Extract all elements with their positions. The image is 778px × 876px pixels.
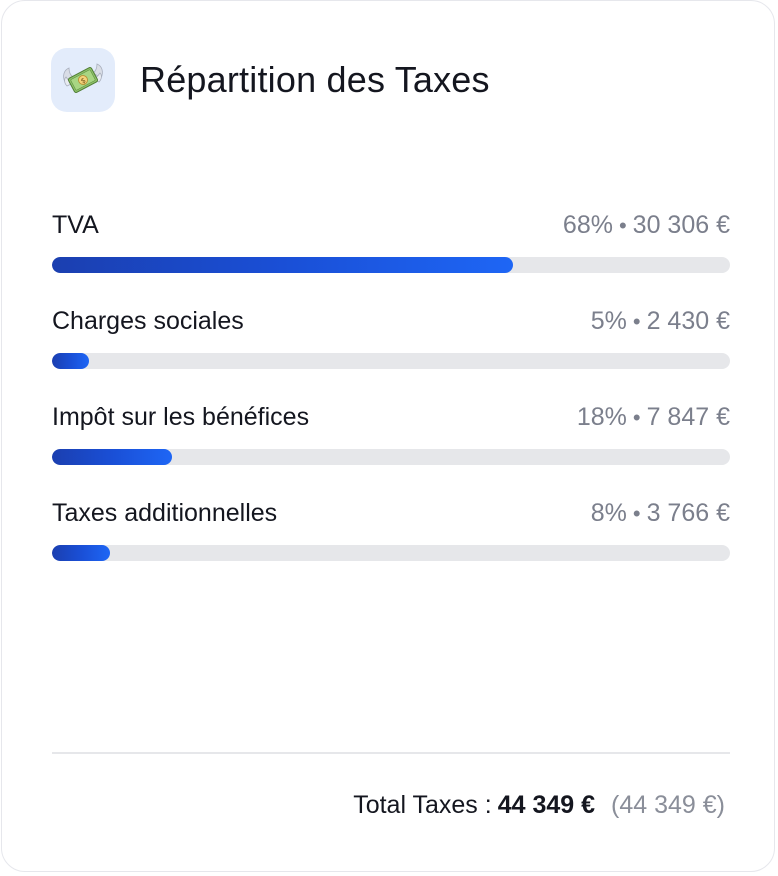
progress-fill	[52, 353, 90, 369]
progress-fill	[52, 257, 514, 273]
money-with-wings-icon-graphic: $	[63, 63, 103, 93]
money-with-wings-icon: $	[51, 48, 115, 112]
tax-label: Taxes additionnelles	[52, 499, 278, 527]
tax-label: Charges sociales	[52, 307, 244, 335]
tax-item-tva: TVA 68% • 30 306 €	[52, 211, 730, 307]
separator-dot: •	[632, 501, 641, 526]
svg-text:$: $	[80, 76, 88, 85]
tax-label: TVA	[52, 211, 99, 239]
tax-amount: 3 766 €	[646, 499, 730, 527]
tax-value: 8% • 3 766 €	[591, 499, 730, 528]
card-title: Répartition des Taxes	[140, 59, 490, 100]
tax-item-impot-benefices: Impôt sur les bénéfices 18% • 7 847 €	[52, 403, 730, 499]
tax-percent: 18%	[576, 403, 627, 431]
total-amount: 44 349 €	[497, 791, 596, 819]
tax-amount: 7 847 €	[646, 403, 730, 431]
progress-track	[52, 545, 730, 561]
total-label: Total Taxes :	[353, 791, 492, 819]
card-header: $ Répartition des Taxes	[51, 48, 490, 112]
total-secondary-amount: (44 349 €)	[611, 791, 725, 819]
separator-dot: •	[618, 213, 627, 238]
tax-list: TVA 68% • 30 306 € Charges sociales 5% • 2 4…	[52, 211, 730, 595]
tax-amount: 2 430 €	[646, 307, 730, 335]
tax-item-charges-sociales: Charges sociales 5% • 2 430 €	[52, 307, 730, 403]
tax-value: 68% • 30 306 €	[563, 211, 730, 240]
tax-percent: 68%	[562, 211, 613, 239]
progress-track	[52, 449, 730, 465]
tax-label: Impôt sur les bénéfices	[52, 403, 310, 431]
tax-percent: 5%	[590, 307, 627, 335]
separator-dot: •	[632, 405, 641, 430]
tax-value: 5% • 2 430 €	[591, 307, 730, 336]
footer-divider	[52, 752, 730, 754]
progress-track	[52, 257, 730, 273]
progress-track	[52, 353, 730, 369]
tax-item-taxes-additionnelles: Taxes additionnelles 8% • 3 766 €	[52, 499, 730, 595]
progress-fill	[52, 449, 172, 465]
tax-amount: 30 306 €	[632, 211, 730, 239]
progress-fill	[52, 545, 110, 561]
tax-percent: 8%	[590, 499, 627, 527]
total-taxes: Total Taxes : 44 349 € (44 349 €)	[353, 791, 725, 820]
separator-dot: •	[632, 309, 641, 334]
tax-value: 18% • 7 847 €	[577, 403, 730, 432]
